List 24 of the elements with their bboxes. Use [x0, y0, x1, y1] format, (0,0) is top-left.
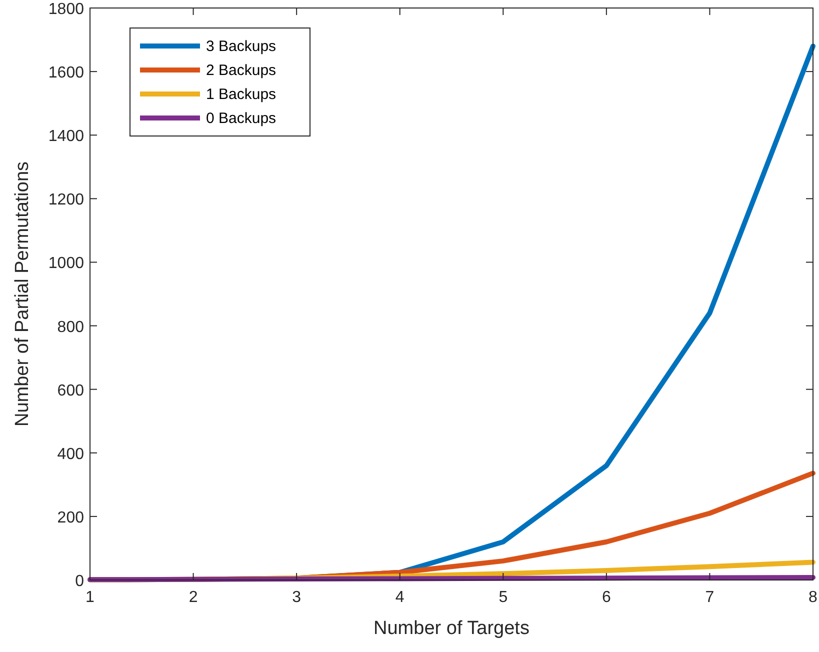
x-tick-label: 2: [188, 589, 198, 606]
legend-label: 3 Backups: [206, 38, 276, 55]
y-tick-label: 1000: [48, 255, 84, 272]
y-tick-label: 800: [57, 318, 84, 336]
y-tick-label: 400: [57, 446, 84, 463]
x-tick-label: 1: [86, 589, 95, 606]
x-tick-label: 5: [498, 589, 508, 606]
x-tick-label: 8: [808, 589, 818, 606]
legend-label: 2 Backups: [206, 62, 276, 79]
y-axis-title: Number of Partial Permutations: [12, 161, 33, 427]
y-tick-label: 0: [75, 573, 84, 590]
y-tick-label: 1400: [48, 128, 84, 146]
x-tick-label: 4: [395, 589, 404, 606]
y-tick-label: 1600: [48, 64, 84, 82]
x-axis-title: Number of Targets: [374, 618, 530, 639]
legend-label: 0 Backups: [206, 110, 276, 127]
y-tick-label: 1800: [48, 1, 84, 18]
x-tick-label: 3: [292, 589, 302, 606]
x-tick-label: 7: [705, 589, 714, 606]
y-tick-label: 200: [57, 509, 84, 526]
legend-label: 1 Backups: [206, 86, 276, 103]
x-tick-label: 6: [602, 589, 611, 606]
y-tick-label: 1200: [48, 192, 84, 209]
y-tick-label: 600: [57, 382, 84, 400]
